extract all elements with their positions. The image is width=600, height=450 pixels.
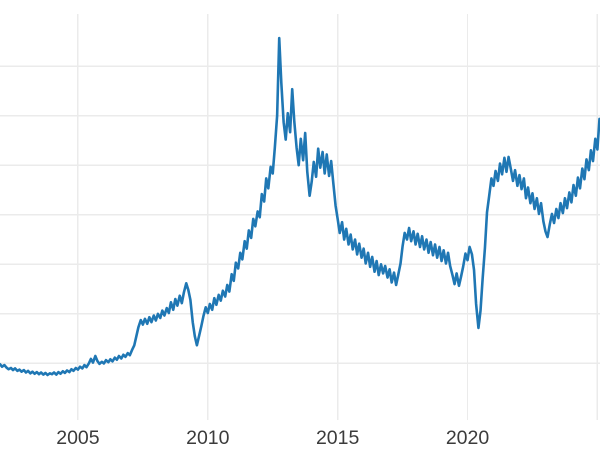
x-tick-label: 2015 [316,427,360,449]
x-tick-label: 2010 [186,427,230,449]
series-layer [0,36,600,377]
series-line-1 [0,36,600,377]
vertical-gridlines [77,14,599,420]
x-tick-label: 2020 [446,427,490,449]
x-axis-tick-labels: 2005 2010 2015 2020 [56,427,489,449]
horizontal-gridlines [0,65,600,365]
x-tick-label: 2005 [56,427,100,449]
